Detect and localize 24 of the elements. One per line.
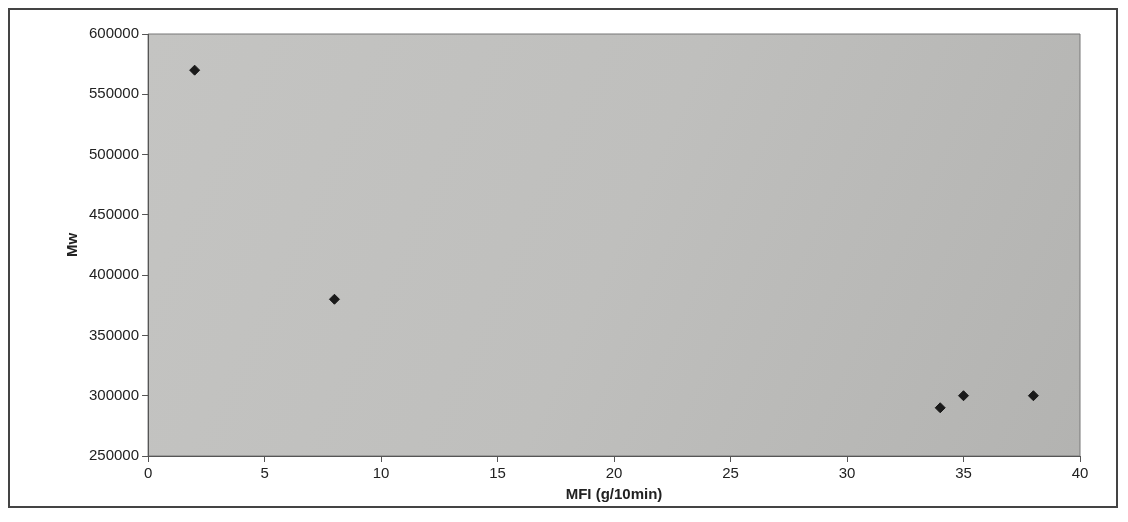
- x-tick-label: 0: [143, 464, 153, 482]
- y-tick-label: 400000: [88, 265, 140, 283]
- x-tick-label: 5: [260, 464, 269, 482]
- x-tick-label: 40: [1071, 464, 1089, 482]
- y-tick-label: 300000: [88, 385, 140, 403]
- x-tick-label: 20: [605, 464, 623, 482]
- y-tick-label: 450000: [88, 205, 140, 222]
- x-tick-label: 25: [722, 464, 739, 482]
- y-tick-label: 550000: [88, 84, 140, 102]
- point: [934, 402, 946, 414]
- y-tick-label: 250000: [88, 446, 140, 464]
- x-tick-label: 10: [372, 464, 390, 482]
- y-axis-title: Mw: [63, 232, 81, 258]
- x-axis-title: MFI (g/10min): [565, 485, 663, 503]
- point: [328, 293, 340, 305]
- point: [189, 64, 201, 76]
- x-tick-label: 30: [838, 464, 856, 482]
- y-tick-label: 600000: [88, 24, 140, 42]
- x-tick-label: 35: [955, 464, 972, 482]
- point: [1027, 390, 1039, 402]
- y-tick-label: 500000: [88, 144, 140, 162]
- x-tick-label: 15: [489, 464, 506, 482]
- y-tick-label: 350000: [88, 325, 140, 343]
- point: [958, 390, 970, 402]
